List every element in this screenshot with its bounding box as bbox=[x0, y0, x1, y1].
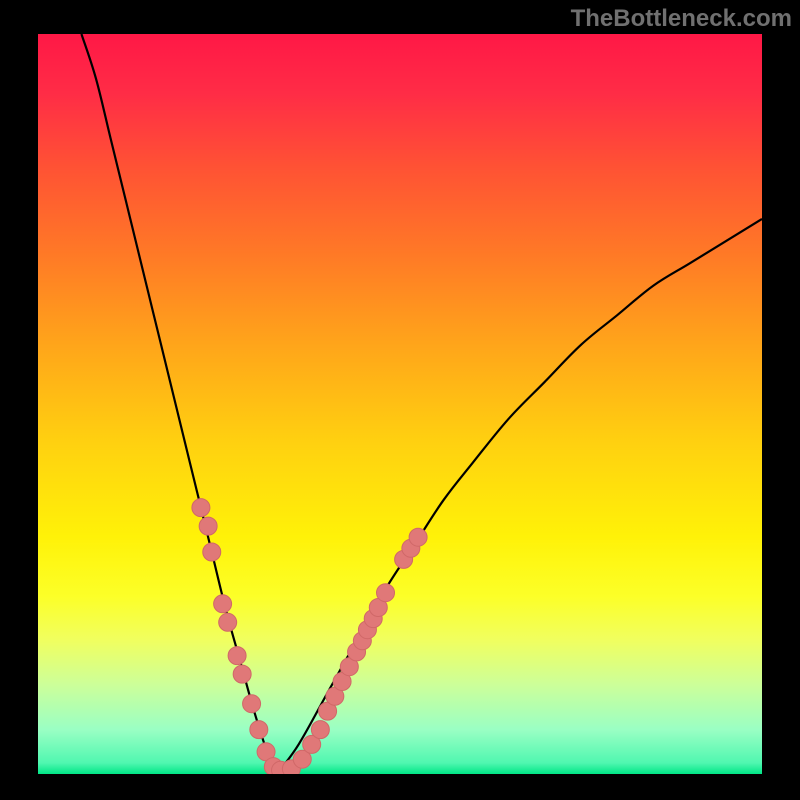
curve-svg bbox=[38, 34, 762, 774]
plot-area bbox=[38, 34, 762, 774]
marker-point bbox=[219, 613, 237, 631]
marker-point bbox=[192, 499, 210, 517]
marker-point bbox=[377, 584, 395, 602]
curve-right-branch bbox=[277, 219, 762, 774]
marker-point bbox=[233, 665, 251, 683]
marker-point bbox=[203, 543, 221, 561]
marker-point bbox=[199, 517, 217, 535]
marker-point bbox=[250, 721, 268, 739]
marker-point bbox=[243, 695, 261, 713]
watermark-text: TheBottleneck.com bbox=[571, 5, 792, 33]
curve-left-branch bbox=[81, 34, 276, 774]
chart-container: TheBottleneck.com bbox=[0, 0, 800, 800]
marker-point bbox=[214, 595, 232, 613]
marker-point bbox=[311, 721, 329, 739]
marker-point bbox=[409, 528, 427, 546]
marker-point bbox=[228, 647, 246, 665]
